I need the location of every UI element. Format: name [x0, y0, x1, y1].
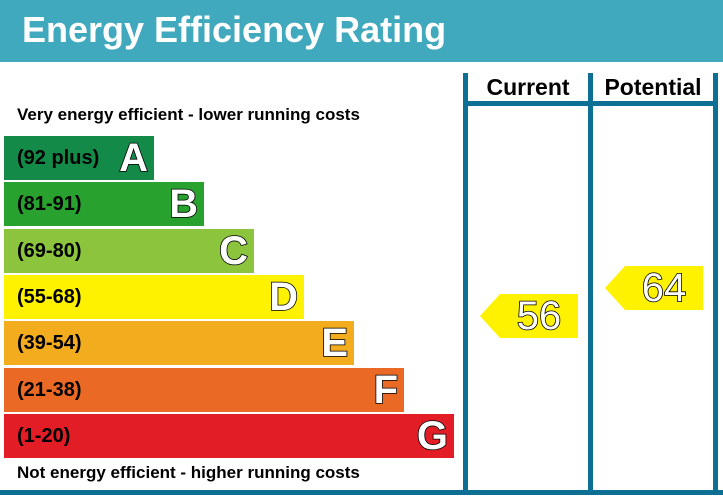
- band-g-range: (1-20): [17, 425, 71, 447]
- current-column-header: Current: [486, 74, 570, 100]
- band-b-range: (81-91): [17, 193, 82, 215]
- title-bar: Energy Efficiency Rating: [0, 0, 723, 62]
- band-a-range: (92 plus): [17, 147, 100, 169]
- band-a-letter: A: [118, 135, 148, 181]
- band-g-letter: G: [416, 413, 449, 459]
- chart-title: Energy Efficiency Rating: [22, 9, 447, 50]
- bottom-rule: [0, 490, 723, 495]
- band-f-range: (21-38): [17, 379, 82, 401]
- potential-arrow-shape: [605, 266, 703, 310]
- current-arrow-polygon: [480, 294, 578, 338]
- header-rule: [463, 101, 718, 106]
- current-rating-arrow: 56: [480, 293, 578, 339]
- band-d: (55-68) D: [4, 274, 304, 320]
- top-note: Very energy efficient - lower running co…: [17, 105, 360, 124]
- column-divider-right: [713, 73, 718, 495]
- band-d-range: (55-68): [17, 286, 82, 308]
- potential-column-header: Potential: [604, 74, 702, 100]
- band-f-letter: F: [373, 367, 399, 413]
- band-c: (69-80) C: [4, 228, 254, 274]
- band-c-range: (69-80): [17, 240, 82, 262]
- band-e: (39-54) E: [4, 320, 354, 366]
- potential-arrow-polygon: [605, 266, 703, 310]
- current-rating-value: 56: [516, 293, 562, 339]
- potential-rating-arrow: 64: [605, 265, 703, 311]
- band-b-letter: B: [168, 181, 198, 227]
- band-g: (1-20) G: [4, 413, 454, 459]
- band-a: (92 plus) A: [4, 135, 154, 181]
- band-d-letter: D: [268, 274, 298, 320]
- potential-rating-value: 64: [641, 265, 687, 311]
- band-e-letter: E: [321, 320, 349, 366]
- column-divider-middle: [588, 73, 593, 495]
- current-arrow-shape: [480, 294, 578, 338]
- band-c-letter: C: [218, 228, 248, 274]
- band-b: (81-91) B: [4, 181, 204, 227]
- column-divider-left: [463, 73, 468, 495]
- band-e-range: (39-54): [17, 332, 82, 354]
- band-f: (21-38) F: [4, 367, 404, 413]
- bottom-note: Not energy efficient - higher running co…: [17, 463, 360, 482]
